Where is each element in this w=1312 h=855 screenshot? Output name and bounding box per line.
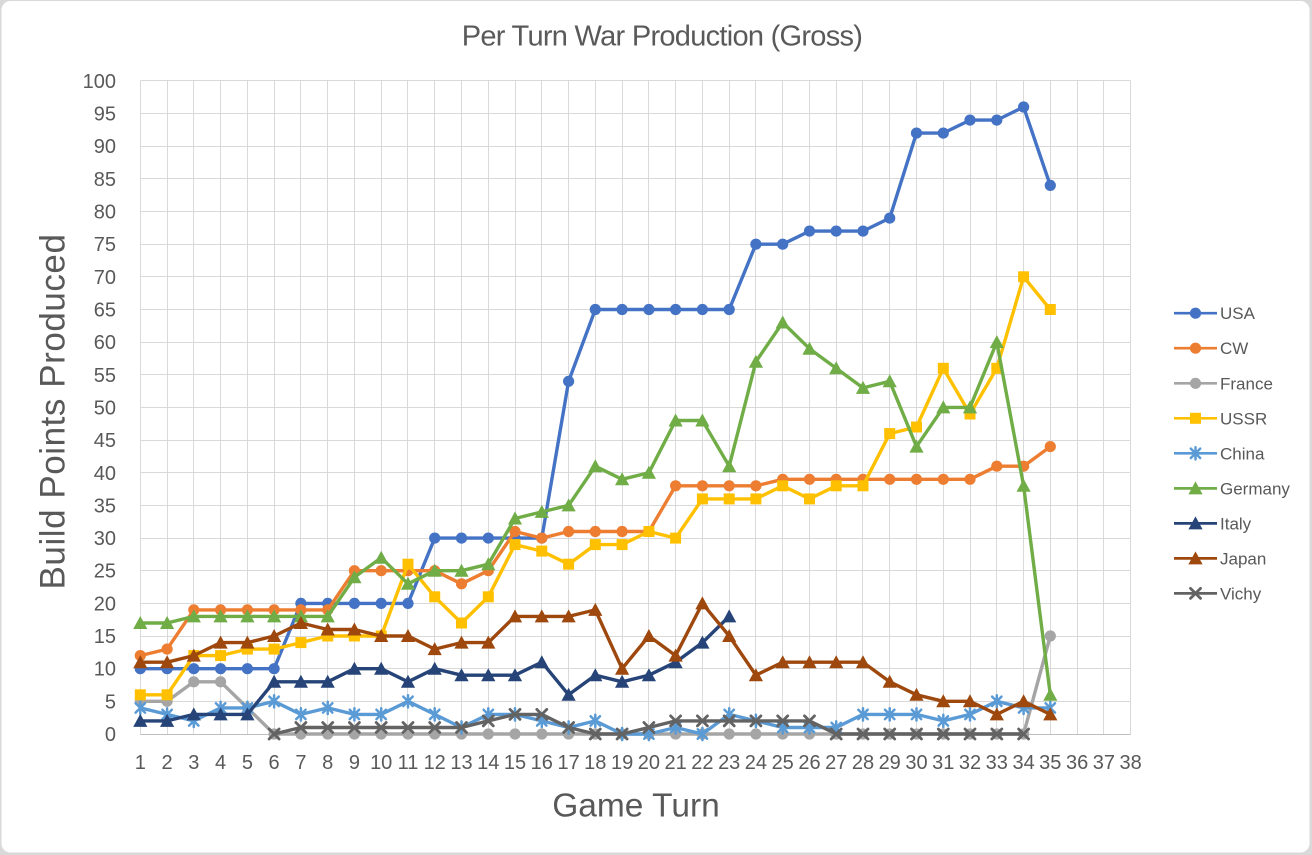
svg-text:19: 19 [611,752,633,774]
svg-text:1: 1 [135,752,146,774]
svg-text:Vichy: Vichy [1220,584,1262,603]
svg-text:20: 20 [638,752,660,774]
svg-text:Italy: Italy [1220,514,1252,533]
svg-text:18: 18 [584,752,606,774]
svg-text:36: 36 [1066,752,1088,774]
svg-text:Japan: Japan [1220,549,1266,568]
svg-text:2: 2 [162,752,173,774]
svg-text:CW: CW [1220,339,1248,358]
svg-text:70: 70 [94,267,116,289]
svg-text:15: 15 [504,752,526,774]
svg-text:34: 34 [1012,752,1034,774]
svg-text:10: 10 [370,752,392,774]
svg-text:37: 37 [1093,752,1115,774]
svg-text:14: 14 [477,752,499,774]
svg-text:31: 31 [932,752,954,774]
svg-text:22: 22 [691,752,713,774]
svg-text:0: 0 [105,724,116,746]
svg-text:30: 30 [905,752,927,774]
svg-text:8: 8 [322,752,333,774]
svg-text:12: 12 [424,752,446,774]
svg-text:60: 60 [94,332,116,354]
svg-text:17: 17 [557,752,579,774]
svg-text:20: 20 [94,593,116,615]
svg-text:6: 6 [269,752,280,774]
svg-text:30: 30 [94,528,116,550]
svg-text:95: 95 [94,104,116,126]
svg-text:40: 40 [94,463,116,485]
svg-text:Germany: Germany [1220,479,1290,498]
svg-text:4: 4 [215,752,226,774]
svg-text:9: 9 [349,752,360,774]
svg-text:3: 3 [188,752,199,774]
svg-text:80: 80 [94,202,116,224]
svg-text:France: France [1220,374,1273,393]
svg-text:Game Turn: Game Turn [552,788,720,825]
svg-text:50: 50 [94,397,116,419]
svg-text:27: 27 [825,752,847,774]
svg-text:China: China [1220,444,1265,463]
svg-text:10: 10 [94,659,116,681]
svg-text:35: 35 [94,495,116,517]
svg-text:5: 5 [105,691,116,713]
svg-text:25: 25 [772,752,794,774]
svg-text:100: 100 [83,71,116,93]
svg-text:7: 7 [295,752,306,774]
svg-text:11: 11 [398,752,419,774]
svg-text:26: 26 [798,752,820,774]
svg-text:USSR: USSR [1220,409,1267,428]
svg-text:85: 85 [94,169,116,191]
svg-text:90: 90 [94,136,116,158]
svg-text:75: 75 [94,234,116,256]
svg-text:45: 45 [94,430,116,452]
svg-text:28: 28 [852,752,874,774]
svg-text:35: 35 [1039,752,1061,774]
svg-text:29: 29 [879,752,901,774]
svg-text:25: 25 [94,561,116,583]
svg-text:23: 23 [718,752,740,774]
svg-text:13: 13 [450,752,472,774]
svg-text:21: 21 [664,752,686,774]
svg-text:5: 5 [242,752,253,774]
svg-text:Per Turn War Production (Gross: Per Turn War Production (Gross) [462,21,862,53]
svg-text:33: 33 [986,752,1008,774]
svg-text:32: 32 [959,752,981,774]
svg-text:24: 24 [745,752,767,774]
svg-text:38: 38 [1119,752,1141,774]
svg-text:15: 15 [94,626,116,648]
svg-text:65: 65 [94,300,116,322]
svg-text:USA: USA [1220,304,1256,323]
svg-text:16: 16 [531,752,553,774]
svg-text:55: 55 [94,365,116,387]
svg-text:Build Points Produced: Build Points Produced [34,234,73,590]
